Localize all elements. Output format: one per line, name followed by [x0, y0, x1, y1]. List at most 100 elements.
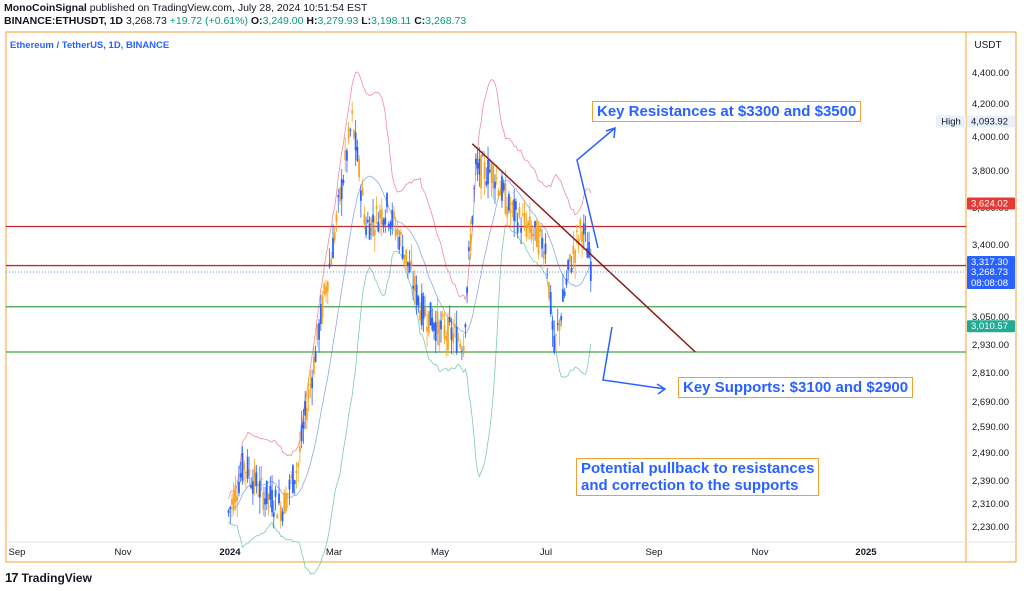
candle-body[interactable]	[422, 296, 425, 319]
candle-body[interactable]	[473, 188, 475, 189]
candle-body[interactable]	[586, 247, 589, 258]
candle-body[interactable]	[426, 326, 428, 332]
candle-body[interactable]	[272, 512, 275, 517]
candle-body[interactable]	[562, 289, 564, 302]
candle-body[interactable]	[368, 223, 371, 240]
candle-body[interactable]	[544, 243, 547, 255]
footer-brand[interactable]: 17 TradingView	[5, 570, 92, 585]
candle-body[interactable]	[413, 276, 416, 292]
candle-body[interactable]	[359, 190, 362, 201]
candle-body[interactable]	[248, 469, 251, 476]
candle-body[interactable]	[450, 327, 453, 340]
candle-body[interactable]	[283, 492, 286, 515]
candle-body[interactable]	[398, 236, 401, 250]
candle-body[interactable]	[302, 421, 305, 429]
candle-body[interactable]	[332, 237, 334, 259]
candle-body[interactable]	[447, 317, 449, 351]
candle-body[interactable]	[258, 480, 261, 498]
candle-body[interactable]	[584, 228, 587, 230]
candle-body[interactable]	[502, 182, 505, 191]
candle-body[interactable]	[483, 161, 486, 179]
candle-body[interactable]	[255, 472, 258, 486]
candle-body[interactable]	[417, 296, 420, 306]
candle-body[interactable]	[568, 254, 571, 263]
candle-body[interactable]	[274, 489, 277, 497]
candle-body[interactable]	[393, 211, 395, 219]
candle-body[interactable]	[405, 249, 408, 264]
candle-body[interactable]	[236, 496, 239, 501]
candle-body[interactable]	[339, 188, 341, 202]
candle-body[interactable]	[365, 225, 368, 235]
candle-body[interactable]	[238, 481, 240, 494]
candle-body[interactable]	[476, 162, 479, 169]
candle-body[interactable]	[377, 221, 380, 232]
candle-body[interactable]	[570, 267, 573, 273]
candle-body[interactable]	[504, 183, 507, 214]
candle-body[interactable]	[370, 217, 373, 235]
candle-body[interactable]	[542, 250, 545, 260]
candle-body[interactable]	[420, 293, 423, 326]
candle-body[interactable]	[541, 237, 543, 249]
candle-body[interactable]	[467, 247, 470, 252]
candle-body[interactable]	[389, 221, 392, 229]
candle-body[interactable]	[438, 321, 441, 346]
candle-body[interactable]	[262, 491, 265, 510]
candle-body[interactable]	[342, 180, 345, 183]
candle-body[interactable]	[499, 190, 502, 196]
candle-body[interactable]	[549, 292, 552, 314]
candle-body[interactable]	[276, 514, 279, 519]
candle-body[interactable]	[509, 209, 512, 213]
candle-body[interactable]	[403, 254, 406, 259]
candle-body[interactable]	[344, 150, 347, 161]
candle-body[interactable]	[278, 493, 280, 504]
candle-body[interactable]	[492, 165, 495, 189]
candle-body[interactable]	[443, 325, 446, 339]
candle-body[interactable]	[347, 127, 350, 139]
candle-body[interactable]	[245, 472, 247, 473]
candle-body[interactable]	[260, 478, 263, 481]
candle-body[interactable]	[459, 343, 462, 348]
candle-body[interactable]	[572, 245, 575, 255]
resistance-trendline[interactable]	[471, 143, 696, 353]
candle-body[interactable]	[487, 159, 489, 185]
candle-body[interactable]	[407, 261, 409, 266]
candle-body[interactable]	[373, 229, 376, 236]
annotation-resistances[interactable]: Key Resistances at $3300 and $3500	[592, 101, 862, 122]
candle-body[interactable]	[234, 485, 237, 503]
candle-body[interactable]	[400, 232, 402, 235]
candle-body[interactable]	[539, 225, 542, 232]
candle-body[interactable]	[293, 480, 296, 485]
candle-body[interactable]	[441, 314, 444, 317]
candle-body[interactable]	[581, 231, 583, 243]
candle-body[interactable]	[513, 199, 516, 221]
candle-body[interactable]	[497, 190, 500, 197]
candle-body[interactable]	[495, 177, 498, 179]
candle-body[interactable]	[434, 322, 437, 341]
candle-body[interactable]	[582, 223, 585, 235]
candle-body[interactable]	[589, 261, 592, 282]
candle-body[interactable]	[528, 216, 531, 233]
candle-body[interactable]	[514, 201, 517, 210]
candle-body[interactable]	[563, 291, 566, 296]
candle-body[interactable]	[525, 224, 528, 237]
candle-body[interactable]	[349, 129, 352, 131]
candle-body[interactable]	[316, 324, 319, 340]
candle-body[interactable]	[251, 481, 254, 494]
candle-body[interactable]	[314, 351, 317, 363]
candle-body[interactable]	[384, 217, 387, 225]
candle-body[interactable]	[292, 465, 294, 493]
candle-body[interactable]	[560, 316, 563, 321]
candle-body[interactable]	[337, 195, 340, 198]
candle-body[interactable]	[264, 498, 266, 505]
candle-body[interactable]	[537, 229, 540, 255]
candle-body[interactable]	[480, 155, 482, 189]
annotation-supports[interactable]: Key Supports: $3100 and $2900	[678, 377, 914, 398]
candle-body[interactable]	[386, 193, 388, 208]
candle-body[interactable]	[410, 260, 413, 266]
candle-body[interactable]	[553, 335, 556, 353]
candle-body[interactable]	[307, 389, 310, 399]
candle-body[interactable]	[518, 207, 521, 217]
candle-body[interactable]	[506, 206, 509, 217]
candle-body[interactable]	[281, 511, 284, 522]
candle-body[interactable]	[285, 493, 287, 512]
